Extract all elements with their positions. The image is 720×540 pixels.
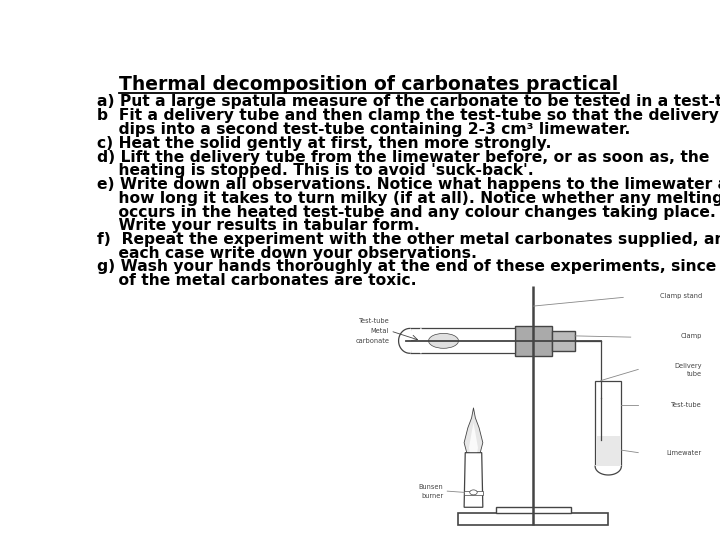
FancyBboxPatch shape bbox=[496, 507, 571, 514]
Text: e) Write down all observations. Notice what happens to the limewater and: e) Write down all observations. Notice w… bbox=[96, 177, 720, 192]
Text: f)  Repeat the experiment with the other metal carbonates supplied, and in: f) Repeat the experiment with the other … bbox=[96, 232, 720, 247]
Polygon shape bbox=[469, 423, 478, 453]
Text: Write your results in tabular form.: Write your results in tabular form. bbox=[96, 218, 420, 233]
Text: Delivery: Delivery bbox=[675, 363, 702, 369]
Text: tube: tube bbox=[687, 372, 702, 377]
Text: Thermal decomposition of carbonates practical: Thermal decomposition of carbonates prac… bbox=[120, 75, 618, 94]
Polygon shape bbox=[464, 408, 483, 453]
Text: burner: burner bbox=[421, 493, 444, 499]
Polygon shape bbox=[595, 466, 621, 475]
Bar bbox=[596, 436, 620, 466]
Text: Clamp: Clamp bbox=[680, 333, 702, 339]
Polygon shape bbox=[399, 328, 421, 353]
Polygon shape bbox=[464, 453, 483, 507]
Text: carbonate: carbonate bbox=[355, 338, 390, 344]
Bar bbox=[515, 326, 552, 356]
Text: d) Lift the delivery tube from the limewater before, or as soon as, the: d) Lift the delivery tube from the limew… bbox=[96, 150, 709, 165]
Text: dips into a second test-tube containing 2-3 cm³ limewater.: dips into a second test-tube containing … bbox=[96, 122, 630, 137]
Ellipse shape bbox=[469, 490, 477, 495]
Text: c) Heat the solid gently at first, then more strongly.: c) Heat the solid gently at first, then … bbox=[96, 136, 552, 151]
Bar bbox=[464, 491, 483, 495]
Text: g) Wash your hands thoroughly at the end of these experiments, since some: g) Wash your hands thoroughly at the end… bbox=[96, 259, 720, 274]
FancyBboxPatch shape bbox=[459, 514, 608, 525]
Text: Clamp stand: Clamp stand bbox=[660, 293, 702, 299]
Text: Test-tube: Test-tube bbox=[671, 402, 702, 408]
Text: each case write down your observations.: each case write down your observations. bbox=[96, 246, 477, 261]
Text: of the metal carbonates are toxic.: of the metal carbonates are toxic. bbox=[96, 273, 416, 288]
Text: Test-tube: Test-tube bbox=[359, 318, 390, 324]
Text: b  Fit a delivery tube and then clamp the test-tube so that the delivery tube: b Fit a delivery tube and then clamp the… bbox=[96, 109, 720, 124]
Bar bbox=[595, 381, 621, 466]
Text: Metal: Metal bbox=[371, 328, 390, 334]
Text: how long it takes to turn milky (if at all). Notice whether any melting: how long it takes to turn milky (if at a… bbox=[96, 191, 720, 206]
Bar bbox=[552, 331, 575, 351]
Text: Bunsen: Bunsen bbox=[419, 484, 444, 490]
Text: Limewater: Limewater bbox=[667, 450, 702, 456]
Text: occurs in the heated test-tube and any colour changes taking place.: occurs in the heated test-tube and any c… bbox=[96, 205, 716, 219]
Ellipse shape bbox=[428, 333, 459, 348]
Text: a) Put a large spatula measure of the carbonate to be tested in a test-tube.: a) Put a large spatula measure of the ca… bbox=[96, 94, 720, 109]
Text: heating is stopped. This is to avoid 'suck-back'.: heating is stopped. This is to avoid 'su… bbox=[96, 163, 534, 178]
Bar bbox=[410, 328, 515, 353]
